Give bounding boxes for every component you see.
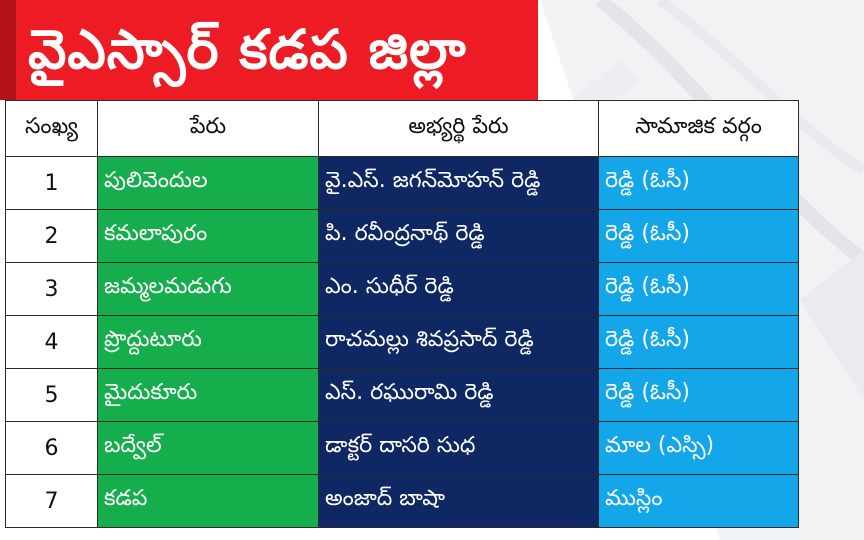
table-row: 7 కడప అంజాద్ బాషా ముస్లిం bbox=[5, 474, 799, 528]
row-number: 3 bbox=[5, 262, 98, 316]
table-row: 6 బద్వేల్ డాక్టర్ దాసరి సుధ మాల (ఎస్సి) bbox=[5, 421, 799, 475]
header-candidate: అభ్యర్థి పేరు bbox=[318, 100, 599, 157]
caste-category: రెడ్డి (ఓసీ) bbox=[598, 368, 799, 422]
caste-category: రెడ్డి (ఓసీ) bbox=[598, 156, 799, 210]
caste-category: రెడ్డి (ఓసీ) bbox=[598, 262, 799, 316]
candidate-name: ఎం. సుధీర్ రెడ్డి bbox=[318, 262, 599, 316]
constituency-name: కమలాపురం bbox=[97, 209, 319, 263]
constituency-name: కడప bbox=[97, 474, 319, 528]
caste-category: రెడ్డి (ఓసీ) bbox=[598, 315, 799, 369]
candidate-name: వై.ఎస్. జగన్‌మోహన్ రెడ్డి bbox=[318, 156, 599, 210]
header-constituency: పేరు bbox=[97, 100, 319, 157]
row-number: 5 bbox=[5, 368, 98, 422]
title-accent-stripe bbox=[0, 0, 16, 100]
candidates-table: సంఖ్య పేరు అభ్యర్థి పేరు సామాజిక వర్గం 1… bbox=[5, 100, 799, 528]
page-title: వైఎస్సార్ కడప జిల్లా bbox=[28, 18, 467, 81]
table-row: 4 ప్రొద్దుటూరు రాచమల్లు శివప్రసాద్ రెడ్డ… bbox=[5, 315, 799, 369]
candidate-name: డాక్టర్ దాసరి సుధ bbox=[318, 421, 599, 475]
row-number: 1 bbox=[5, 156, 98, 210]
table-row: 1 పులివెందుల వై.ఎస్. జగన్‌మోహన్ రెడ్డి ర… bbox=[5, 156, 799, 210]
candidate-name: పి. రవీంద్రనాథ్ రెడ్డి bbox=[318, 209, 599, 263]
row-number: 7 bbox=[5, 474, 98, 528]
caste-category: ముస్లిం bbox=[598, 474, 799, 528]
header-number: సంఖ్య bbox=[5, 100, 98, 157]
caste-category: రెడ్డి (ఓసీ) bbox=[598, 209, 799, 263]
title-banner: వైఎస్సార్ కడప జిల్లా bbox=[0, 0, 538, 100]
constituency-name: పులివెందుల bbox=[97, 156, 319, 210]
row-number: 6 bbox=[5, 421, 98, 475]
constituency-name: మైదుకూరు bbox=[97, 368, 319, 422]
caste-category: మాల (ఎస్సి) bbox=[598, 421, 799, 475]
row-number: 4 bbox=[5, 315, 98, 369]
constituency-name: జమ్మలమడుగు bbox=[97, 262, 319, 316]
candidate-name: రాచమల్లు శివప్రసాద్ రెడ్డి bbox=[318, 315, 599, 369]
constituency-name: బద్వేల్ bbox=[97, 421, 319, 475]
table-header-row: సంఖ్య పేరు అభ్యర్థి పేరు సామాజిక వర్గం bbox=[5, 100, 799, 157]
candidate-name: ఎస్. రఘురామి రెడ్డి bbox=[318, 368, 599, 422]
table-row: 3 జమ్మలమడుగు ఎం. సుధీర్ రెడ్డి రెడ్డి (ఓ… bbox=[5, 262, 799, 316]
candidate-name: అంజాద్ బాషా bbox=[318, 474, 599, 528]
header-caste: సామాజిక వర్గం bbox=[598, 100, 799, 157]
constituency-name: ప్రొద్దుటూరు bbox=[97, 315, 319, 369]
row-number: 2 bbox=[5, 209, 98, 263]
table-row: 2 కమలాపురం పి. రవీంద్రనాథ్ రెడ్డి రెడ్డి… bbox=[5, 209, 799, 263]
table-row: 5 మైదుకూరు ఎస్. రఘురామి రెడ్డి రెడ్డి (ఓ… bbox=[5, 368, 799, 422]
